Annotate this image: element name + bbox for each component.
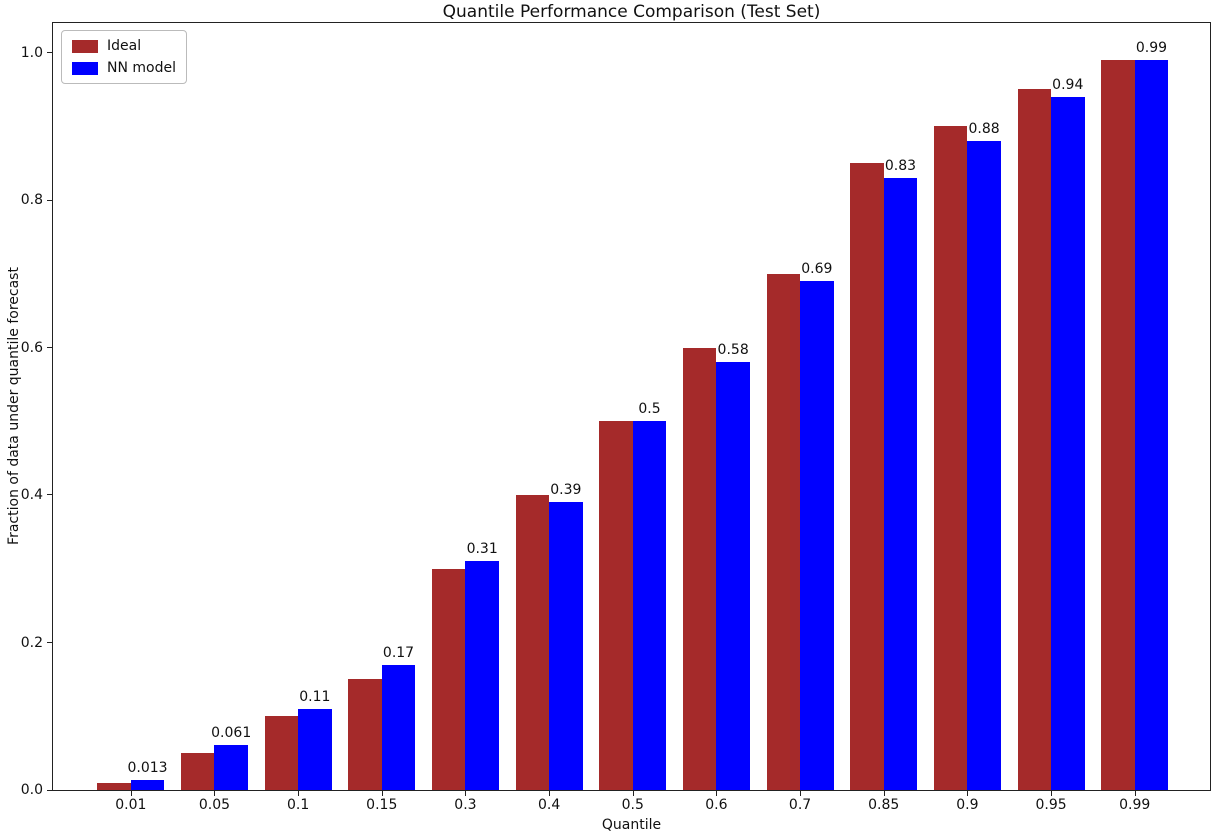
bar-ideal	[264, 716, 299, 790]
bar-value-label: 0.39	[550, 482, 582, 499]
x-tick-label: 0.7	[788, 797, 812, 813]
bar-ideal	[933, 126, 968, 790]
x-tick-mark	[1134, 791, 1136, 796]
legend-swatch	[72, 39, 98, 53]
bar-ideal	[1101, 59, 1135, 790]
y-axis-label: Fraction of data under quantile forecast	[6, 267, 22, 545]
bar-nn-model	[967, 141, 1001, 790]
bar-ideal	[599, 421, 633, 790]
x-tick-mark	[632, 791, 634, 796]
x-tick-label: 0.4	[537, 797, 561, 813]
x-tick-label: 0.6	[705, 797, 728, 813]
bar-value-label: 0.061	[211, 725, 252, 742]
bar-value-label: 0.11	[299, 688, 331, 705]
bar-nn-model	[465, 561, 499, 790]
y-tick-label: 0.6	[20, 339, 43, 356]
y-tick-mark	[47, 199, 52, 201]
legend-item-label: NN model	[107, 60, 176, 76]
bar-ideal	[348, 679, 382, 790]
x-tick-label: 0.15	[366, 797, 398, 813]
x-tick-label: 0.05	[198, 797, 231, 813]
x-tick-mark	[298, 791, 300, 796]
bar-nn-model	[716, 362, 750, 790]
bar-value-label: 0.31	[466, 541, 498, 558]
bar-value-label: 0.88	[968, 121, 1000, 137]
bar-value-label: 0.83	[884, 157, 917, 174]
plot-area: Ideal NN model 0.0 0.2 0.4 0.6 0.8 1.0 0.01 0.05…	[21, 22, 1211, 813]
legend: Ideal NN model	[61, 30, 187, 84]
bar-value-label: 0.013	[127, 760, 168, 777]
x-tick-mark	[549, 791, 551, 796]
y-tick-label: 0.8	[20, 192, 43, 208]
x-tick-label: 0.01	[115, 797, 147, 813]
x-tick-label: 0.9	[956, 797, 979, 813]
bar-value-label: 0.17	[382, 644, 415, 661]
x-tick-mark	[214, 791, 216, 796]
x-tick-label: 0.85	[868, 797, 900, 813]
legend-item: Ideal	[72, 38, 176, 54]
x-tick-label: 0.99	[1119, 797, 1151, 813]
bar-value-label: 0.58	[717, 342, 749, 359]
bar-value-label: 0.5	[638, 401, 661, 418]
x-tick-mark	[1051, 791, 1053, 796]
y-tick-label: 0.2	[20, 634, 43, 651]
x-tick-mark	[716, 791, 718, 796]
bar-ideal	[515, 495, 550, 790]
x-tick-mark	[465, 791, 467, 796]
bar-nn-model	[549, 502, 583, 790]
x-tick-label: 0.95	[1035, 797, 1067, 813]
x-tick-mark	[130, 791, 132, 796]
x-tick-mark	[800, 791, 802, 796]
y-tick-mark	[47, 789, 52, 791]
y-tick-mark	[47, 494, 52, 496]
legend-item-label: Ideal	[107, 38, 142, 54]
bar-nn-model	[1134, 59, 1169, 790]
bar-value-label: 0.94	[1052, 76, 1084, 93]
y-tick-label: 1.0	[20, 44, 43, 61]
bar-ideal	[97, 782, 131, 790]
x-axis-label: Quantile	[601, 817, 662, 833]
bar-nn-model	[214, 745, 248, 790]
bar-nn-model	[130, 780, 165, 790]
bar-nn-model	[1051, 96, 1085, 790]
bar-ideal	[180, 753, 215, 790]
bar-value-label: 0.99	[1135, 39, 1168, 56]
bar-nn-model	[298, 708, 332, 790]
bar-ideal	[431, 568, 466, 790]
y-tick-mark	[47, 347, 52, 348]
bar-nn-model	[883, 177, 918, 790]
bar-nn-model	[632, 421, 667, 790]
bar-value-label: 0.69	[801, 261, 833, 278]
legend-item: NN model	[72, 60, 176, 76]
x-tick-label: 0.1	[286, 797, 310, 813]
chart-title: Quantile Performance Comparison (Test Se…	[442, 2, 821, 22]
bar-nn-model	[800, 281, 834, 790]
bar-ideal	[850, 163, 884, 790]
bar-ideal	[766, 273, 801, 790]
legend-swatch	[72, 61, 98, 75]
x-tick-label: 0.5	[621, 797, 644, 813]
y-tick-mark	[47, 51, 52, 53]
bar-ideal	[1017, 89, 1052, 790]
y-tick-label: 0.4	[20, 487, 43, 503]
y-tick-label: 0.0	[20, 782, 43, 798]
x-tick-label: 0.3	[454, 797, 477, 813]
bar-ideal	[682, 347, 717, 790]
x-tick-mark	[381, 791, 383, 796]
x-tick-mark	[883, 791, 885, 796]
y-tick-mark	[47, 642, 52, 643]
x-tick-mark	[967, 791, 969, 796]
bar-nn-model	[381, 664, 416, 790]
